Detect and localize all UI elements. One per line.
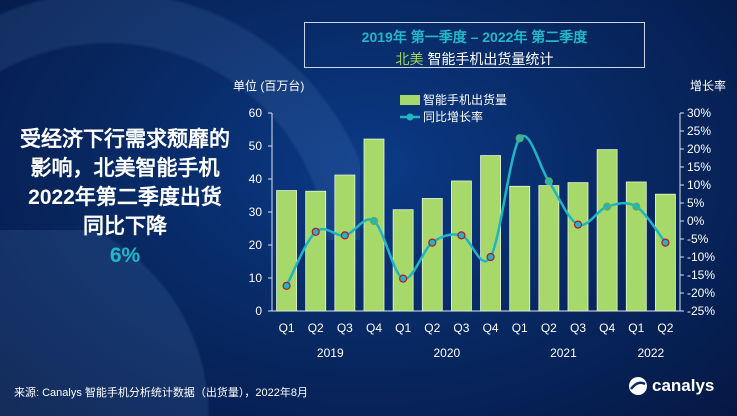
source-note: 来源: Canalys 智能手机分析统计数据（出货量），2022年8月	[14, 387, 308, 399]
x-tick-label: Q2	[308, 321, 324, 335]
headline: 受经济下行需求颓靡的影响，北美智能手机2022年第二季度出货同比下降 6%	[20, 125, 230, 270]
y2-tick-label: 5%	[687, 196, 705, 210]
x-tick-label: Q2	[541, 321, 557, 335]
bar	[451, 180, 472, 312]
y2-tick-label: 20%	[687, 142, 711, 156]
headline-text: 受经济下行需求颓靡的影响，北美智能手机2022年第二季度出货同比下降	[20, 128, 230, 238]
legend-bar-swatch	[400, 95, 420, 105]
y2-tick-label: -25%	[687, 304, 715, 318]
y2-tick-label: -20%	[687, 286, 715, 300]
y-tick-label: 30	[249, 205, 263, 219]
x-tick-label: Q2	[424, 321, 440, 335]
growth-point	[311, 227, 320, 236]
x-tick-label: Q3	[337, 321, 353, 335]
y-tick-label: 40	[249, 172, 263, 186]
y2-tick-label: 30%	[687, 106, 711, 120]
bar	[334, 174, 356, 312]
title-text: 智能手机出货量统计	[427, 51, 554, 67]
headline-percent: 6%	[109, 244, 141, 267]
decorative-swoosh	[0, 0, 360, 240]
growth-point	[603, 202, 612, 211]
growth-point	[282, 281, 291, 290]
growth-point	[632, 202, 641, 211]
y-tick-label: 60	[249, 106, 263, 120]
title-region: 北美	[395, 51, 424, 67]
bar	[421, 198, 443, 312]
year-label: 2021	[550, 346, 577, 360]
x-tick-label: Q4	[599, 321, 615, 335]
growth-point	[340, 231, 349, 240]
x-tick-label: Q1	[279, 321, 295, 335]
legend-line-marker	[406, 113, 414, 121]
x-tick-label: Q1	[395, 321, 411, 335]
x-tick-label: Q3	[453, 321, 469, 335]
x-tick-label: Q4	[483, 321, 499, 335]
x-tick-label: Q3	[570, 321, 586, 335]
bar	[567, 182, 589, 312]
x-tick-label: Q1	[512, 321, 528, 335]
growth-point	[457, 231, 466, 240]
y2-axis-label: 增长率	[690, 78, 726, 93]
year-label: 2019	[317, 346, 344, 360]
chart-title-box: 2019年 第一季度 – 2022年 第二季度 北美 智能手机出货量统计	[304, 22, 645, 68]
x-tick-label: Q4	[366, 321, 382, 335]
growth-point	[515, 134, 524, 143]
growth-point	[661, 238, 670, 247]
growth-point	[486, 252, 495, 262]
x-tick-label: Q2	[657, 321, 673, 335]
y2-tick-label: 0%	[687, 214, 705, 228]
bar	[480, 155, 501, 312]
chart-title-period: 2019年 第一季度 – 2022年 第二季度	[361, 29, 588, 45]
bar	[276, 190, 297, 312]
bar	[509, 185, 531, 312]
y2-tick-label: 25%	[687, 124, 711, 138]
legend-line-label: 同比增长率	[423, 109, 483, 124]
y2-tick-label: -10%	[687, 250, 715, 264]
decorative-circle	[0, 230, 230, 416]
growth-line	[285, 134, 667, 287]
y-tick-label: 20	[249, 238, 263, 252]
bar	[305, 190, 327, 312]
growth-point	[573, 220, 583, 229]
logo-icon	[629, 377, 647, 395]
chart-title: 北美 智能手机出货量统计	[305, 49, 644, 69]
y-tick-label: 10	[249, 271, 263, 285]
y-axis-label: 单位 (百万台)	[233, 78, 304, 93]
logo-text: canalys	[652, 376, 715, 395]
growth-point	[544, 177, 553, 186]
x-tick-label: Q1	[628, 321, 644, 335]
y2-tick-label: -5%	[687, 232, 709, 246]
y2-tick-label: -15%	[687, 268, 715, 282]
growth-point	[369, 216, 379, 226]
canalys-logo: canalys	[628, 376, 714, 396]
y2-tick-label: 10%	[687, 178, 711, 192]
bar	[538, 185, 560, 312]
bar	[625, 181, 647, 312]
bar	[655, 193, 676, 312]
year-label: 2022	[638, 346, 665, 360]
y-tick-label: 50	[249, 139, 263, 153]
legend-bar-label: 智能手机出货量	[423, 92, 507, 107]
y2-tick-label: 15%	[687, 160, 711, 174]
growth-point	[428, 238, 437, 247]
bar	[596, 149, 618, 312]
growth-point	[399, 274, 408, 283]
y-tick-label: 0	[255, 304, 262, 318]
year-label: 2020	[434, 346, 461, 360]
bar	[392, 209, 414, 312]
